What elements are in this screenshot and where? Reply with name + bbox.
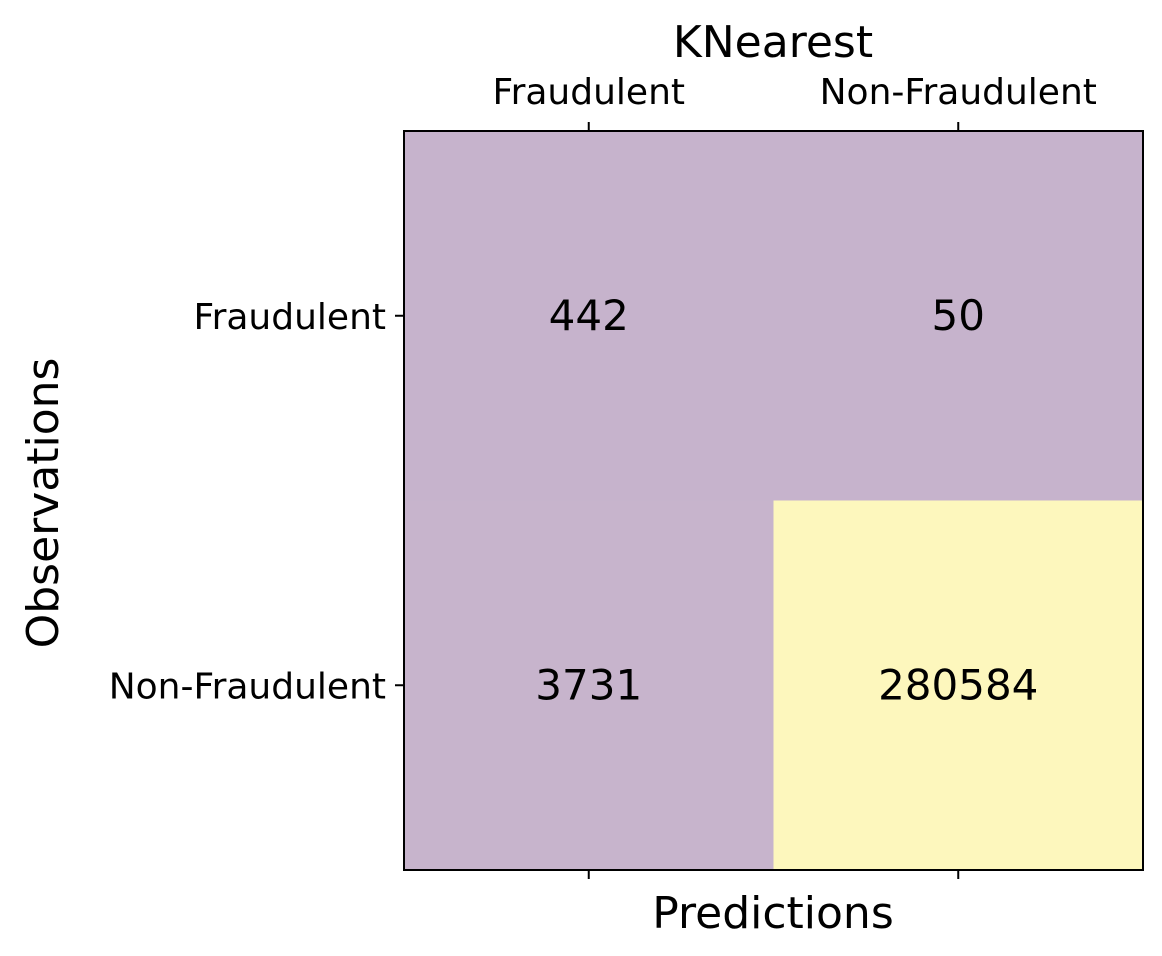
heatmap-cell-r1-c0 xyxy=(404,500,774,870)
heatmap-cell-r0-c1 xyxy=(773,131,1143,501)
cell-value-label-r0-c0: 442 xyxy=(549,291,629,340)
plot-frame xyxy=(403,130,1144,871)
y-axis-ticks: Fraudulent Non-Fraudulent xyxy=(109,297,404,707)
cell-value-label-r1-c1: 280584 xyxy=(878,660,1038,709)
heatmap-cells xyxy=(404,131,1143,870)
chart-title: KNearest xyxy=(673,17,873,68)
y-tick-label-0: Fraudulent xyxy=(193,297,386,338)
y-tick-label-1: Non-Fraudulent xyxy=(109,666,386,707)
cell-value-label-r0-c1: 50 xyxy=(932,291,985,340)
cell-value-label-r1-c0: 3731 xyxy=(535,660,642,709)
x-tick-label-0: Fraudulent xyxy=(492,72,685,113)
x-axis-ticks: Fraudulent Non-Fraudulent xyxy=(492,72,1097,879)
heatmap-cell-labels: 442 50 3731 280584 xyxy=(535,291,1038,710)
x-tick-label-1: Non-Fraudulent xyxy=(820,72,1097,113)
x-axis-label: Predictions xyxy=(652,888,894,939)
y-axis-label: Observations xyxy=(18,358,69,649)
heatmap-cell-r1-c1 xyxy=(773,500,1143,870)
heatmap-cell-r0-c0 xyxy=(404,131,774,501)
